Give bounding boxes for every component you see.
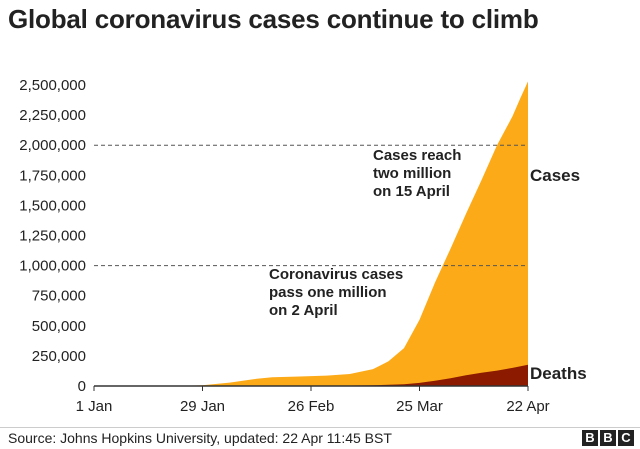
footer-divider — [0, 427, 640, 428]
annotation: Coronavirus cases pass one million on 2 Ap… — [269, 266, 403, 319]
annotation-line: on 2 April — [269, 302, 338, 319]
y-tick-label: 1,000,000 — [19, 258, 86, 275]
y-tick-label: 750,000 — [32, 288, 86, 305]
deaths-series-label: Deaths — [530, 364, 587, 383]
annotation: Cases reach two million on 15 April — [373, 147, 461, 200]
x-tick-label: 1 Jan — [76, 398, 113, 415]
chart-title: Global coronavirus cases continue to cli… — [8, 4, 539, 34]
annotation-line: Coronavirus cases — [269, 266, 403, 283]
logo-letter: C — [618, 430, 634, 446]
logo-letter: B — [600, 430, 616, 446]
y-tick-label: 2,500,000 — [19, 77, 86, 94]
logo-letter: B — [582, 430, 598, 446]
y-tick-label: 1,750,000 — [19, 167, 86, 184]
y-tick-label: 500,000 — [32, 318, 86, 335]
x-tick-label: 29 Jan — [180, 398, 225, 415]
y-tick-label: 1,250,000 — [19, 228, 86, 245]
annotation-line: Cases reach — [373, 147, 461, 164]
source-note: Source: Johns Hopkins University, update… — [8, 430, 392, 446]
y-tick-label: 250,000 — [32, 348, 86, 365]
bbc-logo: B B C — [582, 430, 634, 446]
annotation-line: pass one million — [269, 284, 387, 301]
x-tick-label: 25 Mar — [396, 398, 443, 415]
x-tick-label: 26 Feb — [288, 398, 335, 415]
annotation-line: on 15 April — [373, 183, 450, 200]
cases-area — [94, 81, 528, 387]
x-tick-label: 22 Apr — [506, 398, 549, 415]
y-tick-label: 0 — [78, 378, 86, 395]
deaths-area — [94, 364, 528, 386]
annotation-line: two million — [373, 165, 451, 182]
y-tick-label: 2,000,000 — [19, 137, 86, 154]
cases-series-label: Cases — [530, 166, 580, 185]
y-tick-label: 2,250,000 — [19, 107, 86, 124]
y-tick-label: 1,500,000 — [19, 197, 86, 214]
